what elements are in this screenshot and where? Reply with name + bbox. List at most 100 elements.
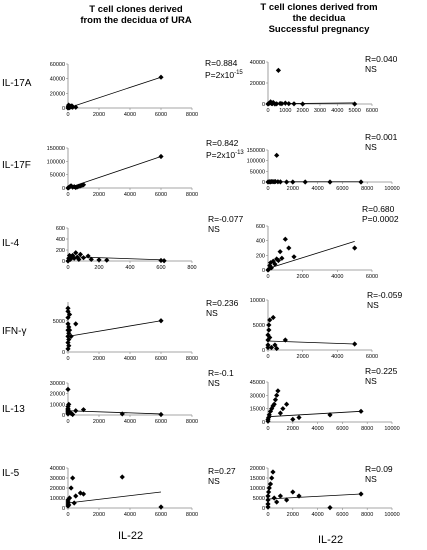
x-tick-label: 4000 (331, 108, 343, 114)
x-tick-label: 800 (187, 265, 196, 271)
y-tick-label: 5000 (53, 319, 65, 325)
row-label-il17f: IL-17F (2, 160, 31, 171)
data-point (80, 255, 87, 261)
x-tick-label: 3000 (314, 108, 326, 114)
stat-ns: NS (367, 300, 379, 310)
data-point (66, 252, 73, 259)
x-tick-label: 6000 (336, 512, 348, 518)
data-point (271, 495, 277, 501)
stat-ifng-successful: R=-0.059 NS (367, 290, 402, 310)
data-point (272, 397, 279, 403)
data-point (77, 251, 83, 257)
x-tick-label: 4000 (331, 274, 343, 280)
y-tick-label: 400 (56, 237, 65, 243)
data-point (268, 344, 275, 351)
panel-il5-ura: 0 10000 20000 30000 40000 0 2000 4000 6000 8000 (50, 466, 198, 518)
stat-r: R=-0.059 (367, 290, 403, 300)
data-point (74, 254, 80, 260)
x-tick-label: 4000 (124, 512, 136, 518)
data-point (80, 182, 87, 188)
data-point (267, 317, 273, 323)
trend-line (67, 320, 162, 337)
data-point (85, 253, 91, 259)
data-point (65, 308, 71, 314)
data-point (327, 412, 333, 418)
x-tick-label: 4000 (311, 186, 323, 192)
row-label-il5: IL-5 (2, 468, 20, 479)
x-tick-label: 6000 (155, 112, 167, 118)
data-point (265, 497, 271, 503)
left-title-line1: T cell clones derived (89, 4, 183, 15)
x-tick-label: 2000 (93, 419, 105, 425)
stat-ns: NS (208, 224, 220, 234)
stat-r: R=0.225 (365, 366, 398, 376)
stat-ifng-ura: R=0.236 NS (206, 298, 238, 318)
stat-ns: NS (365, 142, 377, 152)
x-tick-label: 2000 (297, 354, 309, 360)
x-tick-label: 0 (266, 186, 269, 192)
x-tick-label: 6000 (336, 426, 348, 432)
data-point (291, 254, 297, 260)
x-tick-label: 10000 (384, 186, 399, 192)
x-tick-label: 6000 (366, 108, 378, 114)
y-tick-label: 30000 (50, 381, 65, 387)
y-tick-label: 0 (262, 506, 265, 512)
x-tick-label: 0 (66, 112, 69, 118)
data-point (352, 101, 358, 107)
x-axis-label-right: IL-22 (318, 534, 344, 546)
y-tick-label: 200 (256, 253, 265, 259)
stat-ns: NS (365, 64, 377, 74)
x-tick-label: 10000 (384, 426, 399, 432)
data-point (66, 255, 72, 261)
x-tick-label: 0 (66, 419, 69, 425)
y-tick-label: 400 (256, 239, 265, 245)
data-point (65, 305, 71, 311)
data-point (77, 490, 83, 496)
y-tick-label: 0 (62, 350, 65, 356)
x-tick-label: 0 (266, 274, 269, 280)
x-tick-label: 0 (66, 512, 69, 518)
data-point (265, 493, 271, 499)
x-tick-label: 2000 (93, 112, 105, 118)
data-point (265, 342, 271, 348)
x-tick-label: 1000 (279, 108, 291, 114)
panel-il13-ura: 0 10000 20000 30000 0 2000 4000 6000 8000 (50, 381, 198, 425)
data-point (277, 249, 283, 255)
x-tick-label: 6000 (155, 419, 167, 425)
data-point (296, 493, 302, 499)
panel-ifng-successful: 0 5000 10000 0 2000 4000 6000 (250, 298, 378, 360)
y-tick-label: 20000 (50, 486, 65, 492)
y-tick-label: 150000 (247, 148, 265, 154)
x-tick-label: 2000 (287, 186, 299, 192)
stat-p: P=0.0002 (362, 214, 399, 224)
data-point (266, 485, 272, 491)
x-tick-label: 5000 (349, 108, 361, 114)
data-point (282, 236, 288, 242)
data-point (269, 475, 275, 481)
trend-line (267, 410, 362, 418)
stat-r: R=-0.1 (208, 368, 234, 378)
data-point (65, 321, 71, 327)
x-tick-label: 8000 (186, 112, 198, 118)
stat-r: R=0.842 (206, 138, 239, 148)
stat-ns: NS (208, 378, 220, 388)
data-point (272, 342, 278, 348)
data-point (267, 481, 274, 487)
y-tick-label: 600 (56, 226, 65, 232)
data-point (296, 414, 302, 421)
x-tick-label: 2000 (297, 274, 309, 280)
x-tick-label: 200 (94, 265, 103, 271)
data-point (65, 340, 71, 346)
stat-il17f-successful: R=0.001 NS (365, 132, 397, 152)
data-point (267, 263, 273, 269)
x-tick-label: 6000 (155, 356, 167, 362)
data-point (68, 183, 74, 189)
stat-r: R=0.040 (365, 54, 398, 64)
data-point (284, 497, 290, 503)
stat-ns: NS (365, 376, 377, 386)
y-tick-label: 0 (62, 506, 65, 512)
x-tick-label: 6000 (366, 274, 378, 280)
data-point (65, 497, 71, 503)
data-point (302, 179, 308, 185)
data-point (291, 101, 297, 107)
